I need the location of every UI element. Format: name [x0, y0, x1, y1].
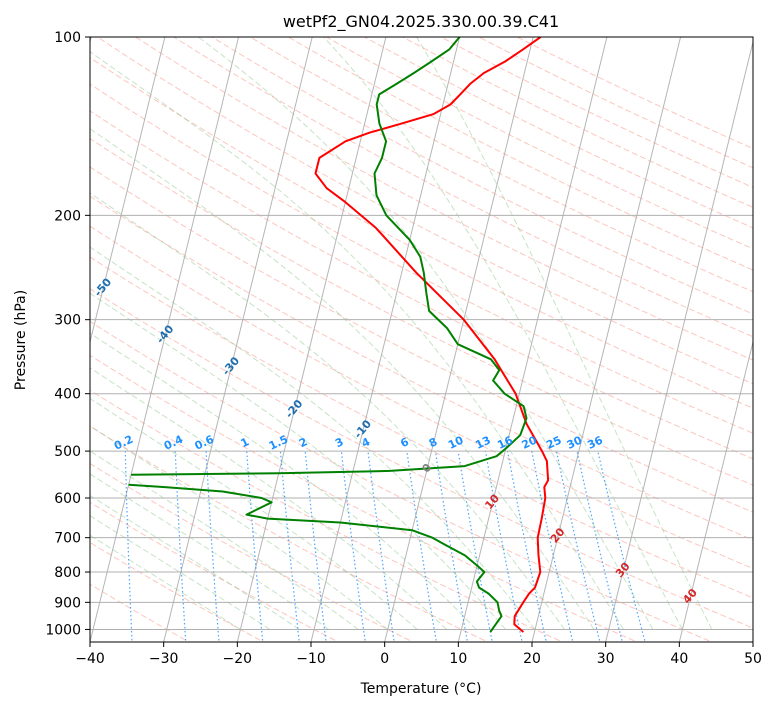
moist-adiabat [90, 397, 418, 630]
moist-adiabat [90, 534, 241, 630]
isotherm [90, 37, 240, 642]
dry-adiabat [135, 37, 753, 361]
isotherm [236, 37, 387, 642]
x-tick-label: 30 [597, 651, 615, 667]
isotherm [678, 339, 753, 642]
moist-adiabat [90, 192, 565, 630]
mixing-ratio-line [576, 450, 624, 642]
dry-adiabat [173, 37, 753, 338]
mixing-ratio-label: 36 [585, 433, 605, 451]
moist-adiabat [90, 473, 330, 630]
sounding-line [128, 483, 503, 633]
x-tick-label: −40 [75, 651, 105, 667]
dry-adiabat [90, 225, 753, 570]
y-tick-label: 300 [54, 313, 81, 329]
moist-adiabat [90, 128, 595, 630]
plot-frame [89, 36, 754, 643]
mixing-ratio-line [531, 450, 574, 642]
mixing-ratio-line [406, 451, 438, 642]
x-axis-label: Temperature (°C) [360, 681, 482, 697]
mixing-ratio-line [507, 450, 547, 642]
mixing-ratio-label: 10 [446, 433, 466, 451]
y-tick-label: 900 [54, 595, 81, 611]
pressure-grid [90, 37, 753, 630]
y-tick-label: 600 [54, 491, 81, 507]
y-axis-ticks: 100 200 300 400 500 600 700 800 900 1000 [45, 30, 90, 638]
sounding-line [314, 37, 550, 633]
dry-adiabat [90, 256, 753, 599]
moist-adiabat [90, 332, 477, 630]
sounding-series [128, 37, 550, 633]
moist-adiabat [90, 367, 448, 630]
y-tick-label: 100 [54, 30, 81, 46]
x-axis-ticks: −40 −30 −20 −10 0 10 20 30 40 50 [75, 642, 762, 667]
y-tick-label: 700 [54, 531, 81, 547]
y-tick-label: 500 [54, 444, 81, 460]
y-tick-label: 200 [54, 208, 81, 224]
dry-adiabat [90, 138, 753, 486]
isotherm [384, 37, 534, 642]
y-axis-label: Pressure (hPa) [13, 290, 29, 390]
moist-adiabat [90, 450, 359, 630]
chart-title: wetPf2_GN04.2025.330.00.39.C41 [283, 12, 559, 32]
dry-adiabat [211, 37, 753, 315]
isotherm [310, 37, 461, 642]
dry-adiabat [97, 37, 753, 385]
isotherm [457, 37, 608, 642]
mixing-ratio-line [597, 450, 646, 642]
isotherm [531, 37, 682, 642]
mixing-ratio-line [555, 450, 601, 642]
y-tick-label: 1000 [45, 622, 81, 638]
moist-adiabat [90, 425, 389, 630]
x-tick-label: 40 [670, 651, 688, 667]
x-tick-label: 10 [449, 651, 467, 667]
isotherm [90, 37, 166, 345]
x-tick-label: 20 [523, 651, 541, 667]
mixing-ratio-line [434, 451, 469, 642]
x-tick-label: −30 [149, 651, 179, 667]
sounding-line [131, 37, 528, 476]
moist-adiabat [90, 51, 624, 630]
mixing-ratio-label: 13 [473, 434, 492, 452]
x-tick-label: −10 [296, 651, 326, 667]
mixing-ratio-label: 25 [544, 434, 563, 452]
isotherm [163, 37, 313, 642]
moist-adiabat [416, 37, 713, 630]
y-tick-label: 800 [54, 565, 81, 581]
y-tick-label: 400 [54, 387, 81, 403]
plot-background [90, 37, 753, 642]
isotherm [605, 39, 753, 642]
x-tick-label: −20 [223, 651, 253, 667]
mixing-ratio-line [484, 450, 523, 642]
mixing-ratio-label: 20 [520, 433, 540, 451]
x-tick-label: 50 [744, 651, 762, 667]
moist-adiabat [90, 292, 506, 630]
dry-adiabat [90, 195, 753, 541]
moist-adiabat [197, 37, 654, 630]
x-tick-label: 0 [380, 651, 389, 667]
background-lines [90, 37, 753, 642]
moist-adiabat [90, 246, 536, 630]
mixing-ratio-label: 30 [565, 433, 585, 451]
dry-adiabat [90, 83, 753, 434]
moist-adiabat [323, 37, 683, 630]
mixing-ratio-label: 16 [495, 433, 515, 451]
mixing-ratio-line [124, 451, 133, 642]
